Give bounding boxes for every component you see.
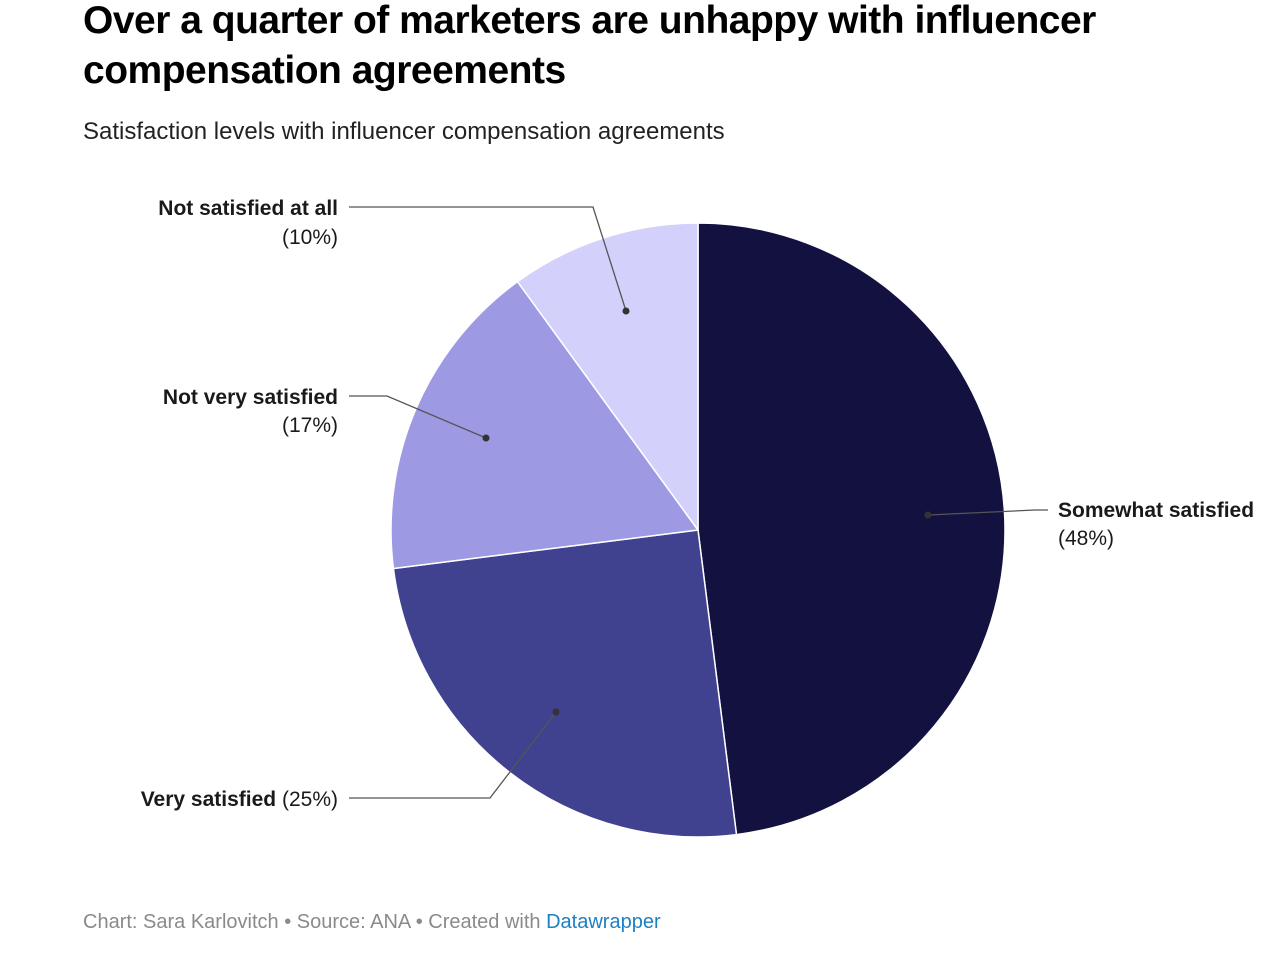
- value-not-very-satisfied: (17%): [282, 414, 338, 437]
- value-not-satisfied-at-all: (10%): [282, 226, 338, 249]
- footer: Chart: Sara Karlovitch • Source: ANA • C…: [83, 911, 661, 934]
- label-somewhat-satisfied: Somewhat satisfied: [1058, 499, 1254, 522]
- leader-dot-not-satisfied-at-all: [622, 307, 630, 315]
- pie-slice-somewhat-satisfied: [697, 222, 1006, 836]
- label-not-very-satisfied: Not very satisfied: [163, 386, 338, 409]
- leader-line-somewhat-satisfied: [927, 509, 1048, 516]
- leader-line-not-very-satisfied: [349, 395, 487, 439]
- value-very-satisfied: (25%): [282, 788, 338, 811]
- label-very-satisfied: Very satisfied: [141, 788, 276, 811]
- leader-dot-very-satisfied: [552, 708, 560, 716]
- leader-dot-somewhat-satisfied: [924, 511, 932, 519]
- leader-dot-not-very-satisfied: [482, 434, 490, 442]
- chart-subtitle: Satisfaction levels with influencer comp…: [83, 118, 725, 145]
- leader-line-not-satisfied-at-all: [349, 206, 627, 312]
- pie-slice-very-satisfied: [392, 529, 738, 838]
- value-somewhat-satisfied: (48%): [1058, 527, 1114, 550]
- datawrapper-link[interactable]: Datawrapper: [546, 911, 661, 933]
- label-not-satisfied-at-all: Not satisfied at all: [158, 197, 338, 220]
- leader-line-very-satisfied: [349, 711, 557, 799]
- chart-title: Over a quarter of marketers are unhappy …: [83, 0, 1096, 92]
- svg-text:Very satisfied (25%): Very satisfied (25%): [141, 788, 338, 811]
- footer-credit: Chart: Sara Karlovitch • Source: ANA • C…: [83, 911, 547, 933]
